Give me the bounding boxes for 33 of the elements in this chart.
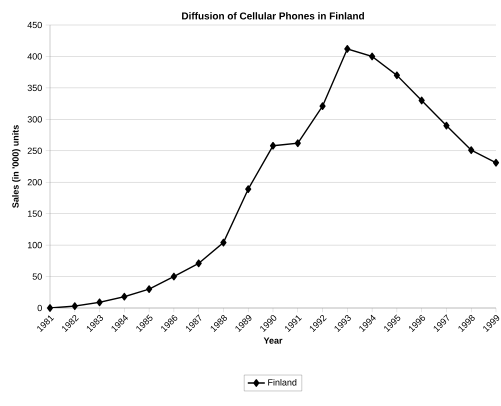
legend-label: Finland [268,378,296,386]
point [96,298,103,306]
chart-title: Diffusion of Cellular Phones in Finland [182,12,364,20]
point [146,285,152,294]
y-tick-label: 400 [27,53,42,60]
point [270,142,276,150]
point [170,272,177,280]
point [394,71,400,80]
y-tick-label: 250 [28,148,42,154]
point [220,238,227,246]
point [443,122,450,130]
point [46,304,54,312]
y-tick-label: 0 [38,304,42,312]
y-axis-title: Sales (in '000) units [12,125,20,208]
point [72,302,78,310]
point [196,259,202,268]
y-tick-label: 300 [28,116,42,123]
y-tick-label: 200 [28,179,42,186]
point [319,102,326,110]
point [294,139,301,148]
y-tick-label: 350 [28,84,42,92]
point [418,96,425,104]
y-tick-label: 50 [32,273,42,280]
point [245,185,252,194]
x-axis-title: Year [264,337,282,344]
y-tick-label: 450 [27,22,42,28]
point [492,158,500,167]
point [121,292,128,301]
y-tick-label: 150 [28,210,42,217]
point [344,45,350,53]
y-tick-label: 100 [28,242,42,248]
point [369,52,376,60]
point [468,146,474,154]
